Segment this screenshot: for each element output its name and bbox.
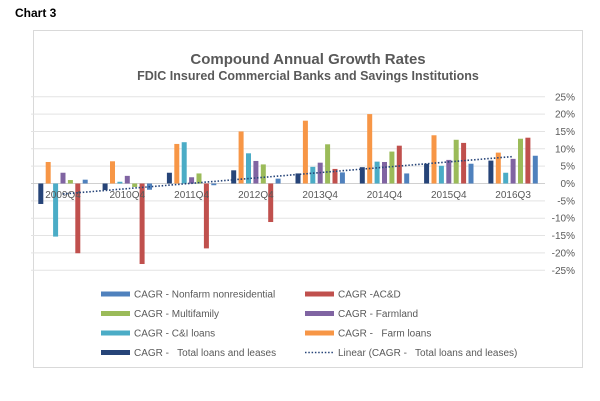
legend-label: Linear (CAGR - Total loans and leases) [338, 348, 517, 359]
bar [110, 161, 115, 184]
y-tick-label: 20% [555, 110, 575, 121]
bar [461, 142, 467, 184]
bar [453, 139, 459, 184]
bar [132, 183, 138, 187]
bar [438, 165, 444, 184]
y-tick-label: 25% [555, 92, 575, 103]
legend-label: CAGR - Farm loans [338, 329, 431, 340]
bar [75, 183, 81, 254]
bar [117, 181, 123, 184]
legend-swatch [305, 330, 334, 336]
bar [275, 178, 281, 184]
bar [518, 138, 523, 184]
bar [102, 183, 108, 191]
legend-label: CAGR - Farmland [338, 309, 418, 320]
chart-frame [33, 30, 583, 368]
bar [246, 153, 251, 184]
legend-swatch [305, 311, 334, 316]
bar [424, 163, 430, 184]
bar [231, 170, 237, 184]
x-tick-label: 2010Q4 [110, 190, 146, 201]
bar [124, 175, 130, 184]
y-tick-label: -20% [552, 248, 575, 259]
bar [67, 180, 73, 184]
legend-label: CAGR - Multifamily [134, 309, 219, 320]
legend-swatch [101, 350, 130, 355]
bar [310, 166, 316, 184]
bar [468, 163, 474, 184]
y-tick-label: -25% [552, 266, 575, 277]
chart-title: Compound Annual Growth Rates [190, 51, 425, 68]
x-tick-label: 2011Q4 [174, 190, 209, 201]
bar [38, 183, 44, 204]
bar [174, 143, 180, 184]
trendline [62, 155, 514, 195]
bar [196, 173, 202, 184]
legend-swatch [101, 291, 130, 297]
bar [332, 168, 338, 184]
x-tick-label: 2012Q4 [238, 190, 274, 201]
y-tick-label: 0% [561, 179, 576, 190]
bar [60, 172, 66, 184]
bar [211, 183, 217, 186]
y-tick-label: -5% [557, 196, 575, 207]
bar [295, 173, 301, 184]
bar [189, 177, 195, 184]
bar [253, 160, 259, 184]
legend-swatch [101, 311, 130, 316]
bar [45, 161, 51, 184]
page-label: Chart 3 [15, 6, 57, 20]
bar [510, 158, 516, 184]
y-tick-label: 5% [561, 162, 576, 173]
bar [166, 172, 172, 184]
bar [82, 179, 88, 184]
y-tick-label: -10% [552, 214, 575, 225]
bar [181, 142, 187, 184]
legend-swatch [305, 291, 334, 297]
x-tick-label: 2013Q4 [302, 190, 338, 201]
bar [339, 172, 345, 184]
bar [446, 159, 452, 184]
bar [268, 183, 274, 223]
bar [53, 183, 59, 237]
bar [382, 161, 387, 184]
legend-label: CAGR - Nonfarm nonresidential [134, 290, 275, 301]
bar [532, 155, 538, 184]
bar [488, 160, 494, 184]
x-tick-label: 2016Q3 [495, 190, 531, 201]
bar [359, 167, 365, 184]
legend-label: CAGR - C&I loans [134, 329, 215, 340]
bar [203, 183, 209, 249]
x-tick-label: 2014Q4 [367, 190, 403, 201]
bar [525, 137, 531, 184]
bar [260, 164, 266, 184]
bar [374, 161, 380, 184]
bar [302, 120, 308, 184]
bar [503, 172, 509, 184]
x-tick-label: 2009Q4 [45, 190, 81, 201]
bar [431, 135, 437, 184]
bar [238, 131, 244, 184]
bar [495, 152, 501, 184]
y-tick-label: -15% [552, 231, 575, 242]
y-tick-label: 15% [555, 127, 575, 138]
bar [325, 144, 331, 184]
bar [396, 145, 402, 184]
bar [367, 114, 373, 184]
bar [404, 173, 410, 184]
x-tick-label: 2015Q4 [431, 190, 467, 201]
bar [389, 151, 395, 184]
bar [139, 183, 145, 265]
y-tick-label: 10% [555, 144, 575, 155]
legend-label: CAGR -AC&D [338, 290, 401, 301]
chart-subtitle: FDIC Insured Commercial Banks and Saving… [137, 69, 479, 83]
legend-label: CAGR - Total loans and leases [134, 348, 276, 359]
legend-swatch [101, 330, 130, 336]
